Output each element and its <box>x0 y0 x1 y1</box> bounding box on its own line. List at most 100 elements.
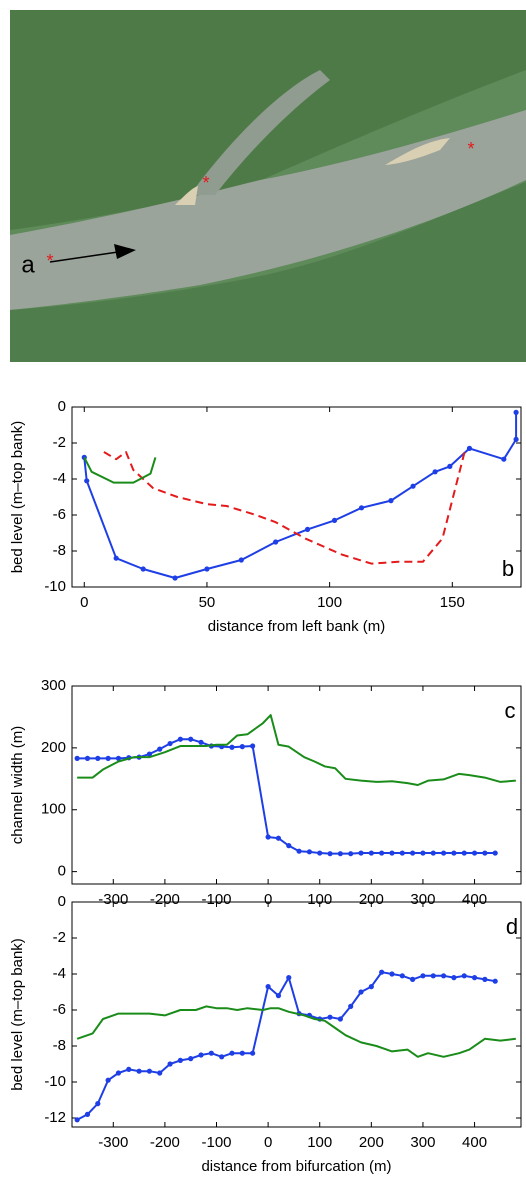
y-tick-label: -2 <box>53 434 66 451</box>
y-tick-label: 300 <box>41 677 66 694</box>
data-point <box>198 1052 204 1058</box>
y-axis-label: bed level (m–top bank) <box>9 938 26 1091</box>
data-point <box>451 975 457 981</box>
data-point <box>84 1111 91 1117</box>
data-point <box>379 850 385 856</box>
plot: -300 -200 -100 0 100 200 300 400-12-10-8-6-4-20… <box>9 893 522 1175</box>
data-point <box>331 517 338 524</box>
data-point <box>461 850 467 856</box>
plot-frame <box>71 685 522 885</box>
data-point <box>492 850 498 856</box>
data-point <box>177 736 183 742</box>
data-point <box>188 736 194 742</box>
data-point <box>501 456 507 462</box>
x-axis-label: distance from left bank (m) <box>208 618 386 635</box>
y-tick-label: 0 <box>58 893 66 910</box>
x-tick-label: -100 <box>201 1134 231 1151</box>
data-point <box>172 575 178 581</box>
data-point <box>482 850 488 856</box>
data-point <box>84 478 90 484</box>
data-point <box>368 984 374 990</box>
data-point <box>430 973 436 979</box>
x-tick-label: 0 <box>264 1134 272 1151</box>
y-tick-label: -2 <box>53 929 66 946</box>
data-point <box>420 973 426 979</box>
plot-frame <box>71 406 522 588</box>
y-tick-label: -8 <box>53 542 66 559</box>
y-tick-label: -6 <box>53 506 66 523</box>
plot: 0 50 100 150 -10 -8 -6 -4 -2 0 distance from left … <box>9 398 522 635</box>
side-channel <box>190 70 330 195</box>
data-point <box>410 483 416 489</box>
panel-label: d <box>506 914 518 939</box>
x-tick-label: 100 <box>307 1134 332 1151</box>
x-tick-label: 0 <box>264 891 272 908</box>
panel-label: a <box>21 251 35 278</box>
data-point <box>265 984 271 990</box>
data-line <box>76 971 496 1121</box>
data-point <box>84 755 91 761</box>
data-point <box>275 993 282 999</box>
data-line <box>103 451 466 565</box>
y-tick-label: -12 <box>44 1109 66 1126</box>
data-point <box>389 850 395 856</box>
data-point <box>358 850 364 856</box>
data-point <box>440 973 447 979</box>
y-tick-label: 200 <box>41 739 66 756</box>
data-point <box>410 976 416 983</box>
data-point <box>399 850 405 856</box>
data-point <box>250 743 256 749</box>
y-tick-label: -10 <box>44 1073 66 1090</box>
data-line <box>83 412 518 579</box>
data-point <box>275 835 282 841</box>
data-point <box>358 989 364 995</box>
data-point <box>115 755 122 761</box>
data-point <box>95 755 101 761</box>
plot-frame <box>71 901 522 1128</box>
data-point <box>410 850 416 856</box>
data-point <box>286 975 292 981</box>
data-point <box>420 850 426 856</box>
x-tick-label: -300 <box>98 891 128 908</box>
data-point <box>296 848 302 854</box>
data-point <box>432 469 438 475</box>
y-tick-label: 0 <box>58 398 66 415</box>
data-point <box>208 1050 214 1056</box>
data-point <box>461 973 467 979</box>
data-point <box>337 851 343 857</box>
data-point <box>286 843 292 849</box>
data-point <box>368 850 374 856</box>
sand-bar <box>385 138 450 165</box>
asterisk: * <box>202 173 209 193</box>
data-point <box>105 755 111 761</box>
x-tick-label: -200 <box>150 891 180 908</box>
data-point <box>327 851 333 857</box>
data-point <box>250 1050 256 1056</box>
data-point <box>238 557 244 563</box>
x-tick-label: -200 <box>150 1134 180 1151</box>
data-point <box>358 505 365 511</box>
panel-label: b <box>502 556 514 581</box>
data-point <box>198 739 204 745</box>
data-point <box>379 969 385 975</box>
data-point <box>239 744 245 750</box>
x-tick-label: 0 <box>80 594 88 611</box>
plot: -300 -200 -100 0 100 200 300 400 0 100 200 300 chann… <box>9 677 522 908</box>
data-point <box>513 436 519 442</box>
data-point <box>388 498 394 504</box>
x-axis-label: distance from bifurcation (m) <box>201 1158 391 1175</box>
data-point <box>471 975 478 981</box>
asterisk: * <box>46 251 53 271</box>
arrow-head <box>114 244 136 259</box>
data-point <box>399 973 405 979</box>
x-tick-label: 400 <box>462 891 487 908</box>
y-axis-label: bed level (m–top bank) <box>9 421 26 574</box>
x-tick-label: 100 <box>307 891 332 908</box>
x-tick-label: 100 <box>317 594 342 611</box>
data-point <box>105 1077 111 1083</box>
data-point <box>389 971 395 977</box>
x-tick-label: 200 <box>359 1134 384 1151</box>
data-point <box>167 1061 173 1067</box>
y-tick-label: 0 <box>58 863 66 880</box>
